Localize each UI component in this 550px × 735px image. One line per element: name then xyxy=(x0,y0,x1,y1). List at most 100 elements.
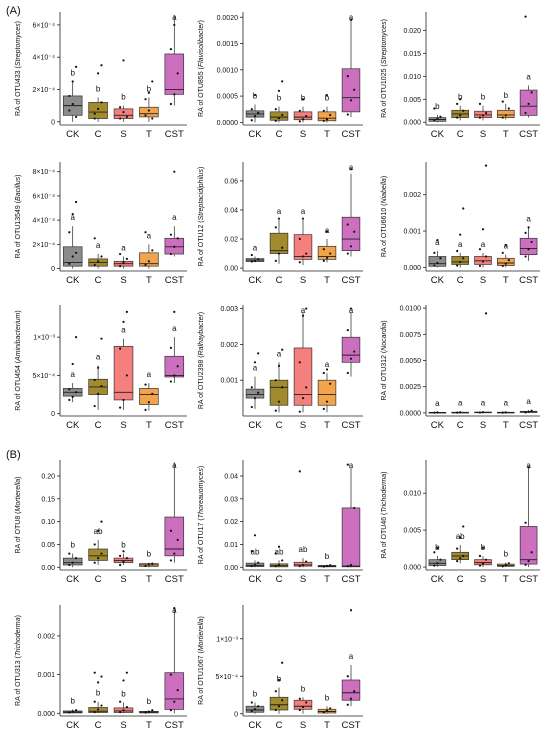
data-point xyxy=(527,466,530,469)
data-point xyxy=(484,255,488,258)
data-point xyxy=(274,708,277,712)
x-category-label: CK xyxy=(248,574,262,585)
data-point xyxy=(281,80,284,83)
data-point xyxy=(119,563,122,567)
data-point xyxy=(100,101,103,104)
y-axis-label-prefix: RA of OTU454 ( xyxy=(15,360,22,410)
x-category-label: CST xyxy=(165,129,184,140)
x-category-label: CST xyxy=(519,574,538,585)
x-category-label: C xyxy=(457,275,464,286)
y-axis-label-prefix: RA of OTU1067 ( xyxy=(198,651,205,705)
data-point xyxy=(97,72,100,75)
charts-group: 02×10⁻⁴4×10⁻⁴6×10⁻⁴RA of OTU433 (Strepto… xyxy=(15,12,540,731)
box-C xyxy=(88,102,108,119)
data-point xyxy=(298,237,301,241)
data-point xyxy=(250,108,253,111)
chart-10: 0.00 0.05 0.10 0.15 0.20 RA of OTU8 (Mortiere… xyxy=(15,460,187,585)
box-T xyxy=(497,257,515,266)
data-point xyxy=(501,264,504,268)
significance-letter: a xyxy=(96,241,101,250)
box-C xyxy=(269,379,289,406)
x-category-label: CK xyxy=(248,129,262,140)
data-point xyxy=(346,223,349,226)
data-point xyxy=(125,115,128,119)
significance-letter: b xyxy=(435,102,440,111)
y-axis-label-prefix: RA of OTU313 ( xyxy=(15,655,22,705)
x-category-label: T xyxy=(503,129,509,140)
data-point xyxy=(74,336,78,339)
significance-letter: b xyxy=(121,93,126,102)
data-point xyxy=(524,521,527,524)
significance-letter: ab xyxy=(275,547,284,556)
data-point xyxy=(74,391,78,394)
data-point xyxy=(122,550,125,553)
y-axis-label-suffix: ) xyxy=(198,466,205,468)
data-point xyxy=(125,310,128,313)
data-point xyxy=(274,119,277,122)
data-point xyxy=(346,252,349,255)
data-point xyxy=(504,411,507,414)
data-point xyxy=(456,411,459,414)
y-tick-label: 0.0015 xyxy=(217,41,239,48)
data-point xyxy=(325,93,329,97)
y-tick-label: 4×10⁻⁴ xyxy=(33,218,55,225)
y-axis-label-prefix: RA of OTU6610 ( xyxy=(381,203,388,257)
box-C xyxy=(269,696,289,711)
data-point xyxy=(305,307,308,310)
data-point xyxy=(151,117,154,120)
data-point xyxy=(433,119,436,122)
data-point xyxy=(274,565,277,568)
box-CST xyxy=(341,216,361,252)
data-point xyxy=(456,249,459,253)
x-category-label: T xyxy=(146,275,152,286)
panel-label-a: (A) xyxy=(6,5,21,17)
box-T xyxy=(497,109,515,119)
x-category-label: S xyxy=(120,129,126,140)
y-axis-label-genus: Ralhaybacter xyxy=(198,314,205,356)
chart-13: 0.000 0.001 0.002 RA of OTU313 (Trichoderma… xyxy=(15,605,187,731)
data-point xyxy=(322,371,325,375)
y-tick-label: 0.0010 xyxy=(217,67,239,74)
data-point xyxy=(459,114,462,117)
significance-letter: a xyxy=(172,606,177,615)
y-axis-label-genus: Trichoderma xyxy=(15,617,22,656)
x-category-label: S xyxy=(300,720,306,731)
x-category-label: S xyxy=(300,420,306,431)
data-point xyxy=(151,392,154,395)
data-point xyxy=(274,690,277,693)
data-point xyxy=(68,388,71,391)
y-axis-label: RA of OTU2398 (Ralhaybacter) xyxy=(198,312,205,409)
data-point xyxy=(173,245,176,248)
y-tick-label: 8×10⁻⁴ xyxy=(33,169,55,176)
data-point xyxy=(436,117,439,120)
data-point xyxy=(173,170,176,173)
significance-letter: a xyxy=(172,13,177,22)
data-point xyxy=(346,703,349,706)
significance-letter: b xyxy=(458,93,463,102)
data-point xyxy=(100,552,103,555)
data-point xyxy=(119,711,122,714)
significance-letter: b xyxy=(301,94,306,103)
x-category-label: CST xyxy=(342,574,361,585)
y-tick-label: 0.10 xyxy=(41,519,55,526)
data-point xyxy=(274,552,277,555)
x-category-label: CK xyxy=(248,275,262,286)
data-point xyxy=(100,255,103,258)
x-category-label: C xyxy=(95,720,102,731)
x-category-label: CST xyxy=(165,420,184,431)
significance-letter: a xyxy=(458,399,463,408)
y-tick-label: 0.0025 xyxy=(400,384,422,391)
significance-letter: a xyxy=(70,213,75,222)
data-point xyxy=(530,240,533,244)
data-point xyxy=(147,563,150,566)
chart-14: 0 5×10⁻⁴ 1×10⁻³ RA of OTU1067 (Mortierella)… xyxy=(198,605,363,731)
data-point xyxy=(322,259,325,262)
data-point xyxy=(346,371,349,375)
box-T xyxy=(317,111,337,122)
data-point xyxy=(173,552,176,555)
data-point xyxy=(169,709,173,712)
chart-8: 0.001 0.002 0.003 RA of OTU2398 (Ralhaybact… xyxy=(198,305,363,431)
x-category-label: CST xyxy=(342,129,361,140)
x-category-label: T xyxy=(146,574,152,585)
y-axis-label-genus: Aminibacterium xyxy=(15,312,22,361)
